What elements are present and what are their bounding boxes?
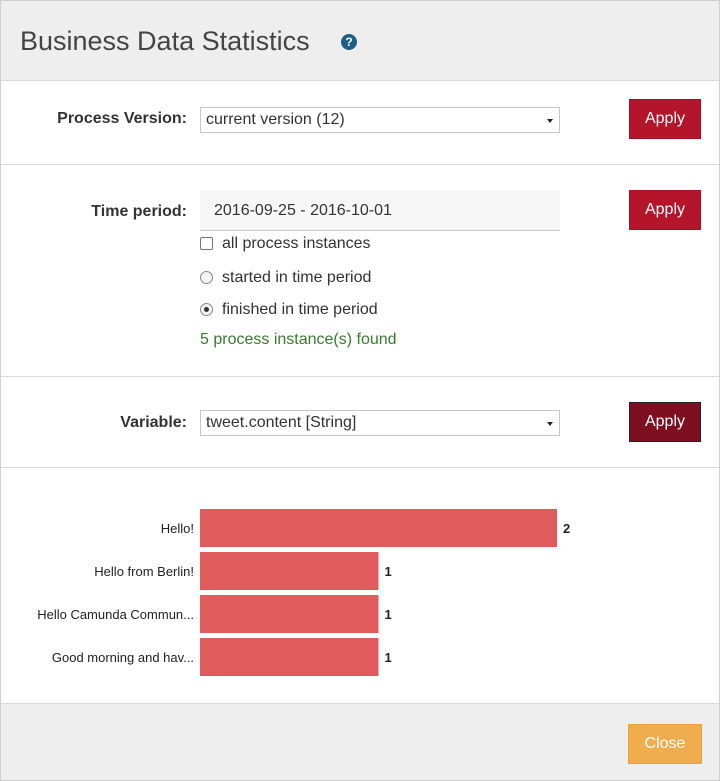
time-period-section: Time period: 2016-09-25 - 2016-10-01 App… (1, 165, 719, 377)
time-period-label: Time period: (91, 203, 187, 220)
variable-values-chart: Hello! 2 Hello from Berlin! 1 Hello Camunda … (1, 468, 719, 703)
value-label-0: 2 (563, 521, 570, 536)
value-label-3: 1 (385, 650, 392, 665)
bar-3[interactable] (200, 638, 379, 676)
value-label-1: 1 (385, 564, 392, 579)
category-label-0: Hello! (161, 521, 194, 536)
process-version-section: Process Version: current version (12) Ap… (1, 81, 719, 165)
question-circle-icon[interactable]: ? (341, 34, 357, 50)
variable-selected: tweet.content [String] (206, 414, 357, 431)
variable-select[interactable]: tweet.content [String] (200, 410, 560, 436)
finished-label: finished in time period (222, 301, 378, 318)
process-version-selected: current version (12) (206, 111, 345, 128)
variable-section: Variable: tweet.content [String] Apply (1, 377, 719, 468)
bar-chart-svg: Hello! 2 Hello from Berlin! 1 Hello Camunda … (37, 509, 570, 676)
time-period-apply-button[interactable]: Apply (629, 190, 701, 230)
dialog-title: Business Data Statistics (20, 26, 310, 56)
caret-down-icon (547, 422, 553, 426)
bar-0[interactable] (200, 509, 557, 547)
process-version-apply-button[interactable]: Apply (629, 99, 701, 139)
time-period-input[interactable]: 2016-09-25 - 2016-10-01 (200, 190, 560, 231)
all-instances-label: all process instances (222, 235, 371, 252)
instances-found-text: 5 process instance(s) found (200, 331, 397, 348)
dialog-header: Business Data Statistics ? (1, 1, 719, 81)
bar-2[interactable] (200, 595, 379, 633)
dialog-footer: Close (1, 703, 719, 780)
category-label-3: Good morning and hav... (52, 650, 194, 665)
process-version-select[interactable]: current version (12) (200, 107, 560, 133)
process-version-label: Process Version: (57, 110, 187, 127)
all-instances-checkbox[interactable] (200, 237, 213, 250)
started-radio[interactable] (200, 271, 213, 284)
started-label: started in time period (222, 269, 372, 286)
close-button[interactable]: Close (628, 724, 702, 764)
variable-label: Variable: (120, 414, 187, 431)
category-label-2: Hello Camunda Commun... (37, 607, 194, 622)
value-label-2: 1 (385, 607, 392, 622)
bar-1[interactable] (200, 552, 379, 590)
finished-radio[interactable] (200, 303, 213, 316)
variable-apply-button[interactable]: Apply (629, 402, 701, 442)
category-label-1: Hello from Berlin! (94, 564, 194, 579)
caret-down-icon (547, 119, 553, 123)
